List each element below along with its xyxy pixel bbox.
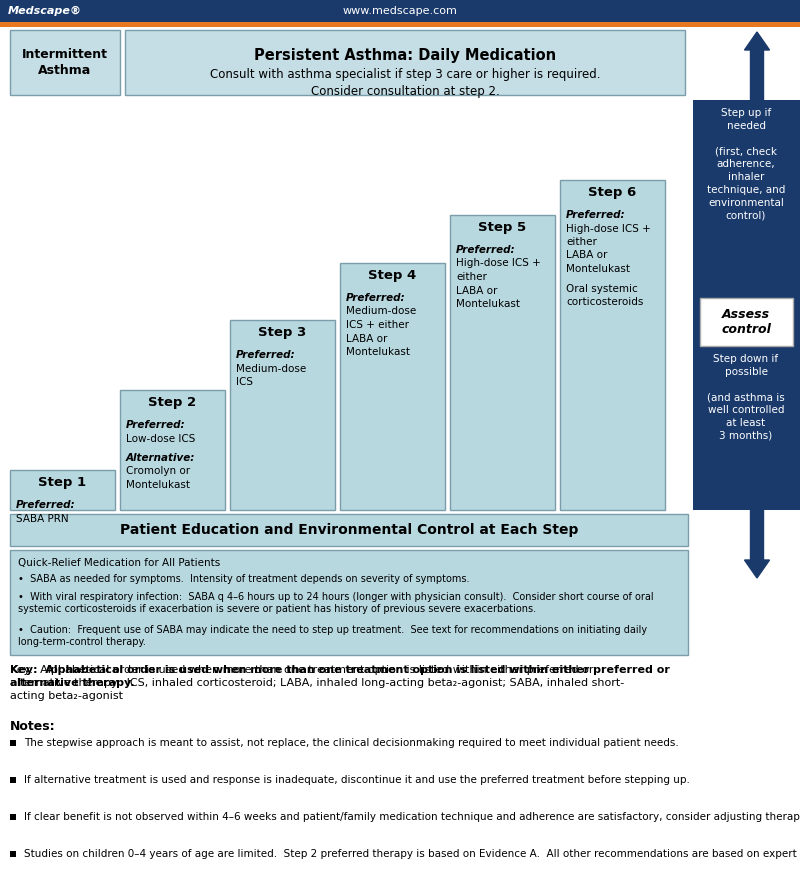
Text: Persistent Asthma: Daily Medication: Persistent Asthma: Daily Medication: [254, 48, 556, 63]
Text: either: either: [566, 237, 597, 247]
Text: Montelukast: Montelukast: [456, 299, 520, 309]
Text: Oral systemic: Oral systemic: [566, 283, 638, 293]
Text: Key:  Alphabetical order is used when more than one treatment option is listed w: Key: Alphabetical order is used when mor…: [10, 665, 670, 688]
Text: Cromolyn or: Cromolyn or: [126, 466, 190, 477]
Bar: [560, 180, 665, 510]
Text: Step up if
needed

(first, check
adherence,
inhaler
technique, and
environmental: Step up if needed (first, check adherenc…: [707, 108, 785, 221]
Text: Step 5: Step 5: [478, 221, 526, 234]
Text: ICS + either: ICS + either: [346, 320, 409, 330]
Text: corticosteroids: corticosteroids: [566, 297, 643, 307]
Bar: [700, 298, 793, 346]
Text: Intermittent
Asthma: Intermittent Asthma: [22, 49, 108, 77]
Bar: [10, 30, 120, 95]
Text: Step 6: Step 6: [588, 186, 637, 199]
Text: Preferred:: Preferred:: [126, 420, 186, 430]
Text: Montelukast: Montelukast: [566, 264, 630, 274]
Text: Patient Education and Environmental Control at Each Step: Patient Education and Environmental Cont…: [120, 523, 578, 537]
Bar: [10, 851, 16, 857]
Text: Studies on children 0–4 years of age are limited.  Step 2 preferred therapy is b: Studies on children 0–4 years of age are…: [24, 849, 800, 859]
Text: Medium-dose: Medium-dose: [236, 364, 306, 374]
Text: Preferred:: Preferred:: [236, 350, 296, 360]
Bar: [10, 470, 115, 510]
Text: The stepwise approach is meant to assist, not replace, the clinical decisionmaki: The stepwise approach is meant to assist…: [24, 738, 678, 748]
Bar: [10, 550, 688, 655]
Text: High-dose ICS +: High-dose ICS +: [456, 259, 541, 268]
Text: Preferred:: Preferred:: [346, 293, 406, 303]
Bar: [450, 215, 555, 510]
Bar: [0, 0, 800, 22]
Text: If alternative treatment is used and response is inadequate, discontinue it and : If alternative treatment is used and res…: [24, 775, 690, 785]
Text: Quick-Relief Medication for All Patients: Quick-Relief Medication for All Patients: [18, 558, 220, 568]
Text: Consult with asthma specialist if step 3 care or higher is required.
Consider co: Consult with asthma specialist if step 3…: [210, 68, 600, 98]
Text: Low-dose ICS: Low-dose ICS: [126, 434, 195, 443]
Bar: [0, 22, 800, 27]
Bar: [10, 777, 16, 783]
Text: Step 1: Step 1: [38, 476, 86, 489]
Text: LABA or: LABA or: [346, 334, 387, 343]
Bar: [10, 514, 688, 546]
Text: Step 2: Step 2: [149, 396, 197, 409]
Text: Medscape®: Medscape®: [8, 6, 82, 16]
Bar: [10, 814, 16, 820]
Text: •  SABA as needed for symptoms.  Intensity of treatment depends on severity of s: • SABA as needed for symptoms. Intensity…: [18, 574, 470, 584]
Bar: [693, 100, 800, 510]
Text: Preferred:: Preferred:: [456, 245, 516, 255]
Text: Step 3: Step 3: [258, 326, 306, 339]
Text: Alternative:: Alternative:: [126, 453, 195, 463]
Text: www.medscape.com: www.medscape.com: [342, 6, 458, 16]
Text: Assess
control: Assess control: [721, 308, 771, 336]
Text: •  With viral respiratory infection:  SABA q 4–6 hours up to 24 hours (longer wi: • With viral respiratory infection: SABA…: [18, 592, 654, 615]
Text: If clear benefit is not observed within 4–6 weeks and patient/family medication : If clear benefit is not observed within …: [24, 812, 800, 822]
Bar: [230, 320, 335, 510]
FancyArrow shape: [745, 510, 770, 578]
Text: Preferred:: Preferred:: [16, 500, 76, 510]
Text: High-dose ICS +: High-dose ICS +: [566, 223, 650, 233]
Text: Medium-dose: Medium-dose: [346, 306, 416, 316]
Text: Preferred:: Preferred:: [566, 210, 626, 220]
Bar: [125, 30, 685, 95]
Bar: [10, 740, 16, 746]
Text: Notes:: Notes:: [10, 720, 56, 733]
Text: either: either: [456, 272, 487, 282]
Text: •  Caution:  Frequent use of SABA may indicate the need to step up treatment.  S: • Caution: Frequent use of SABA may indi…: [18, 625, 647, 647]
Text: Montelukast: Montelukast: [346, 347, 410, 357]
Bar: [120, 390, 225, 510]
FancyArrow shape: [745, 32, 770, 100]
Text: LABA or: LABA or: [456, 285, 498, 296]
Text: ICS: ICS: [236, 377, 253, 387]
Bar: [340, 263, 445, 510]
Text: Step 4: Step 4: [368, 269, 417, 282]
Text: Step down if
possible

(and asthma is
well controlled
at least
3 months): Step down if possible (and asthma is wel…: [707, 354, 785, 441]
Text: SABA PRN: SABA PRN: [16, 514, 69, 524]
Text: Key:  Alphabetical order is used when more than one treatment option is listed w: Key: Alphabetical order is used when mor…: [10, 665, 624, 701]
Text: Montelukast: Montelukast: [126, 480, 190, 490]
Text: LABA or: LABA or: [566, 251, 607, 260]
